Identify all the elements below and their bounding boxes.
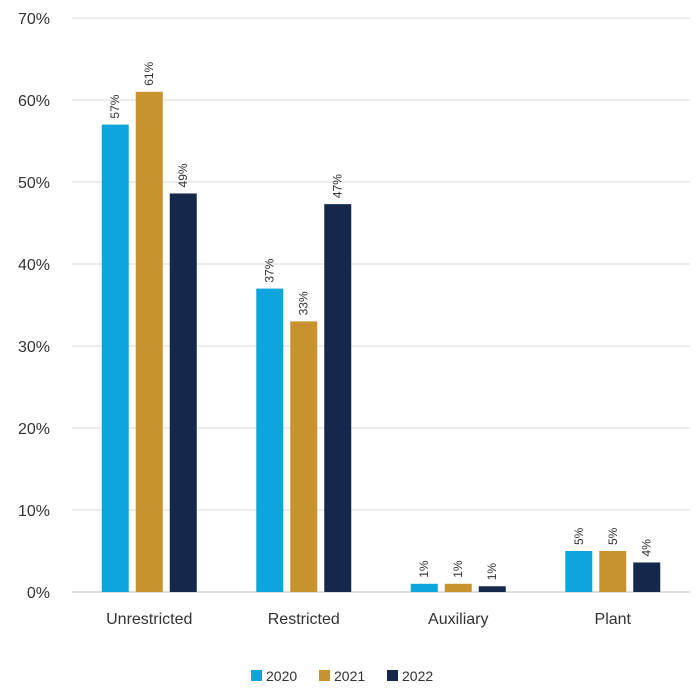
legend-label-2021: 2021 (334, 668, 365, 684)
data-labels: 57% 61% 49% 37% 33% 47% 1% 1% 1% 5% 5% 4% (108, 61, 654, 580)
data-label: 47% (331, 174, 345, 198)
bar-2020-auxiliary (410, 583, 438, 592)
data-label: 57% (108, 94, 122, 118)
y-tick-label: 50% (18, 175, 50, 192)
x-axis-categories: Unrestricted Restricted Auxiliary Plant (106, 611, 631, 628)
legend: 2020 2021 2022 (251, 668, 433, 684)
bar-2021-auxiliary (444, 583, 472, 592)
bar-2022-auxiliary (478, 586, 506, 592)
gridlines (72, 17, 690, 593)
bar-2021-unrestricted (135, 91, 163, 593)
x-category-label: Unrestricted (106, 611, 192, 628)
data-label: 1% (485, 563, 499, 581)
data-label: 5% (606, 527, 620, 545)
bar-2021-plant (599, 551, 627, 592)
y-tick-label: 60% (18, 93, 50, 110)
bar-2022-unrestricted (169, 193, 197, 593)
bar-2022-restricted (324, 204, 352, 592)
data-label: 1% (417, 560, 431, 578)
legend-label-2022: 2022 (402, 668, 433, 684)
data-label: 4% (640, 539, 654, 557)
data-label: 61% (142, 61, 156, 85)
bar-2020-unrestricted (101, 124, 129, 592)
legend-label-2020: 2020 (266, 668, 297, 684)
legend-swatch-2020 (251, 670, 262, 681)
bar-2020-restricted (256, 288, 284, 592)
bar-2021-restricted (290, 321, 318, 592)
bars (101, 91, 661, 593)
legend-swatch-2021 (319, 670, 330, 681)
x-category-label: Auxiliary (428, 611, 488, 628)
data-label: 1% (451, 560, 465, 578)
y-tick-label: 0% (27, 585, 50, 602)
y-tick-label: 10% (18, 503, 50, 520)
y-tick-label: 30% (18, 339, 50, 356)
data-label: 33% (297, 291, 311, 315)
bar-2022-plant (633, 562, 661, 592)
y-tick-label: 70% (18, 11, 50, 28)
x-category-label: Restricted (268, 611, 340, 628)
y-tick-label: 40% (18, 257, 50, 274)
y-tick-label: 20% (18, 421, 50, 438)
data-label: 49% (176, 163, 190, 187)
data-label: 37% (263, 258, 277, 282)
data-label: 5% (572, 527, 586, 545)
bar-2020-plant (565, 551, 593, 592)
x-category-label: Plant (595, 611, 632, 628)
legend-swatch-2022 (387, 670, 398, 681)
y-axis-ticks: 0% 10% 20% 30% 40% 50% 60% 70% (18, 11, 50, 602)
